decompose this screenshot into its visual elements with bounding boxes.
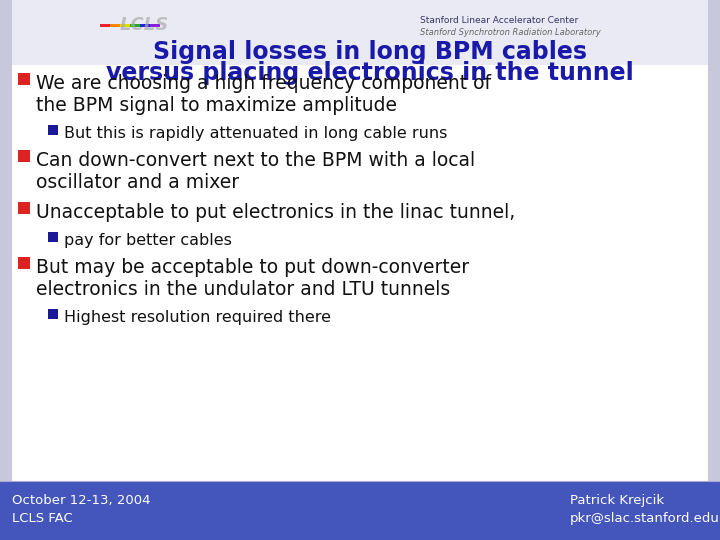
Text: LCLS FAC: LCLS FAC: [12, 512, 73, 525]
Bar: [130, 24, 140, 27]
Text: Unacceptable to put electronics in the linac tunnel,: Unacceptable to put electronics in the l…: [36, 203, 516, 222]
Bar: [48, 125, 58, 135]
Bar: [0, 0, 12, 540]
Text: LCLS: LCLS: [120, 16, 169, 34]
Text: electronics in the undulator and LTU tunnels: electronics in the undulator and LTU tun…: [36, 280, 450, 299]
Text: pkr@slac.stanford.edu: pkr@slac.stanford.edu: [570, 512, 720, 525]
Bar: [110, 24, 120, 27]
Bar: [18, 150, 30, 162]
Bar: [18, 202, 30, 214]
Bar: [48, 309, 58, 319]
Text: October 12-13, 2004: October 12-13, 2004: [12, 494, 150, 507]
Text: the BPM signal to maximize amplitude: the BPM signal to maximize amplitude: [36, 96, 397, 115]
Text: But this is rapidly attenuated in long cable runs: But this is rapidly attenuated in long c…: [64, 126, 447, 141]
Bar: [708, 0, 720, 540]
Text: We are choosing a high frequency component of: We are choosing a high frequency compone…: [36, 74, 491, 93]
Bar: [150, 24, 160, 27]
Bar: [18, 257, 30, 269]
Bar: [120, 24, 130, 27]
Text: Highest resolution required there: Highest resolution required there: [64, 310, 331, 325]
Bar: [140, 24, 150, 27]
Text: oscillator and a mixer: oscillator and a mixer: [36, 173, 239, 192]
Text: Stanford Linear Accelerator Center: Stanford Linear Accelerator Center: [420, 16, 578, 25]
Bar: [0, 482, 720, 540]
Text: But may be acceptable to put down-converter: But may be acceptable to put down-conver…: [36, 258, 469, 277]
Text: Can down-convert next to the BPM with a local: Can down-convert next to the BPM with a …: [36, 151, 475, 170]
Text: versus placing electronics in the tunnel: versus placing electronics in the tunnel: [106, 61, 634, 85]
Text: Signal losses in long BPM cables: Signal losses in long BPM cables: [153, 40, 587, 64]
Text: Stanford Synchrotron Radiation Laboratory: Stanford Synchrotron Radiation Laborator…: [420, 28, 600, 37]
Bar: [18, 73, 30, 85]
Bar: [48, 232, 58, 242]
Bar: [100, 24, 110, 27]
Bar: [12, 0, 708, 65]
Text: pay for better cables: pay for better cables: [64, 233, 232, 248]
Text: Patrick Krejcik: Patrick Krejcik: [570, 494, 664, 507]
